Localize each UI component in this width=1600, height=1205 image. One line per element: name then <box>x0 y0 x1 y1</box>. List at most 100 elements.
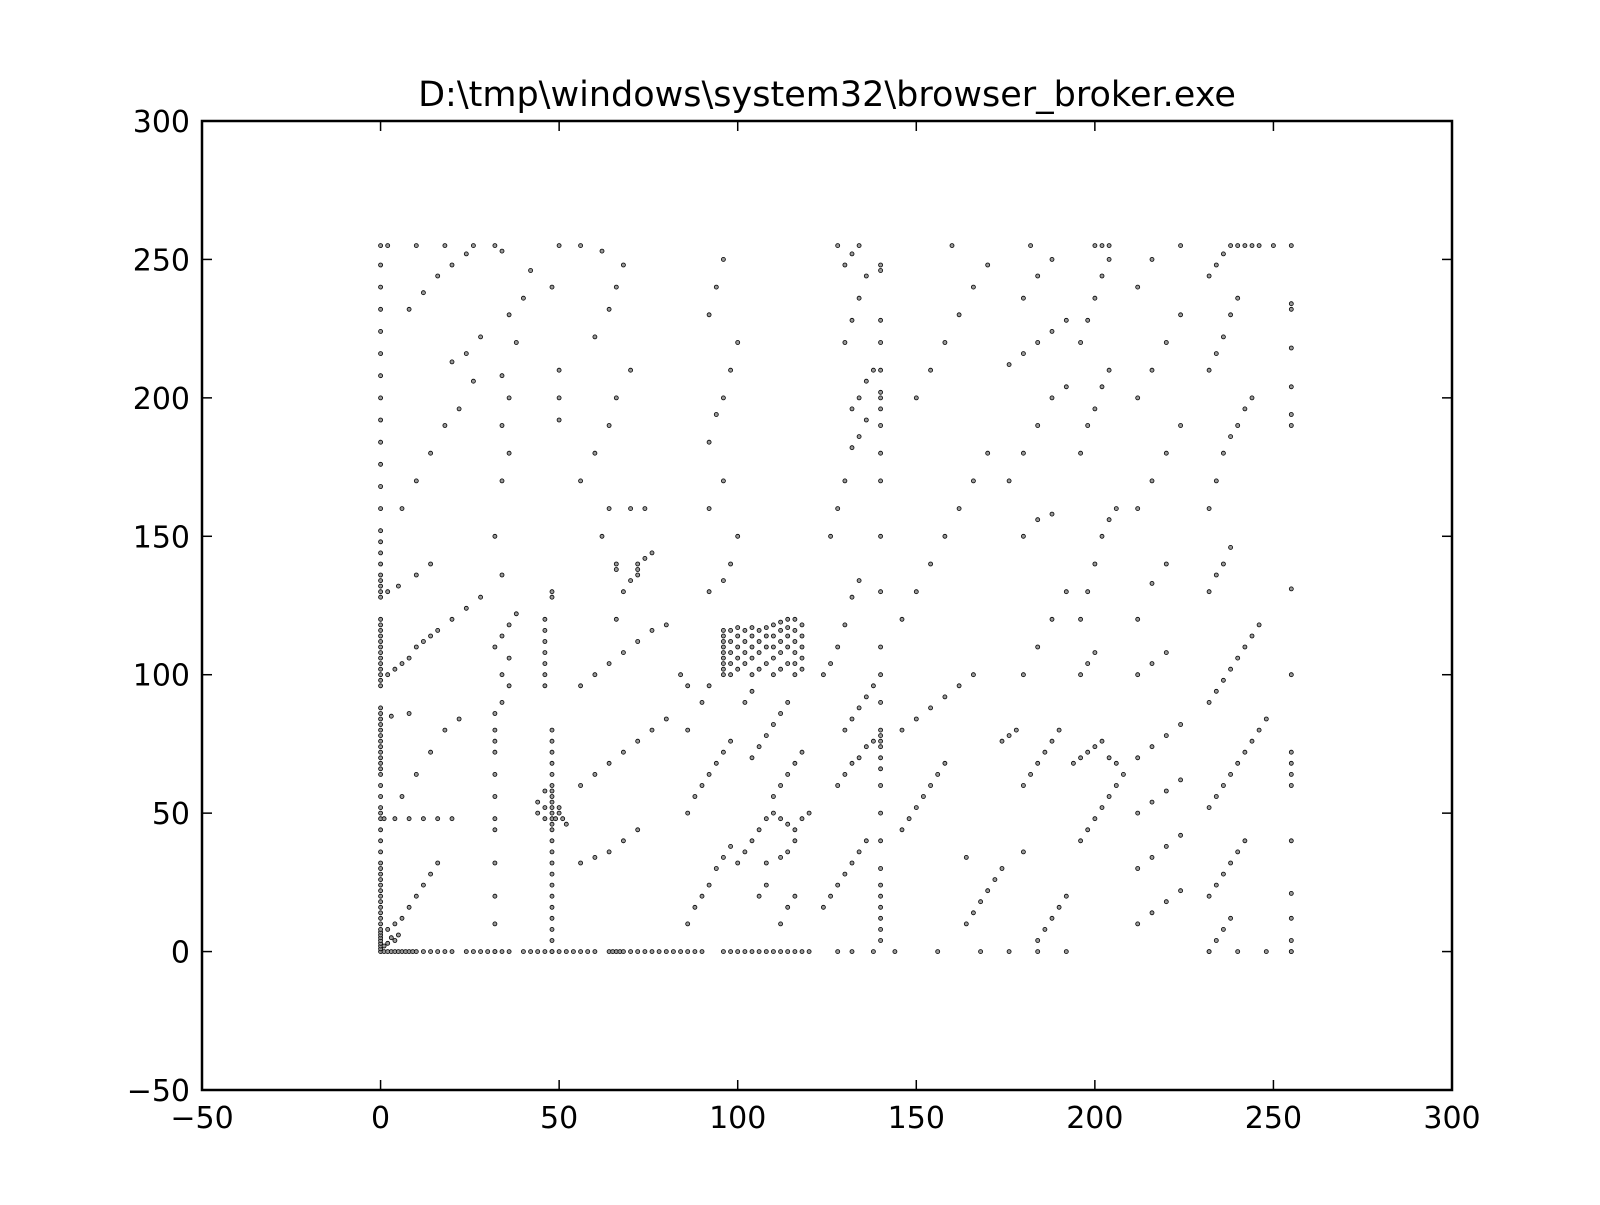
data-point <box>1221 251 1226 257</box>
data-point <box>492 794 498 799</box>
y-tick-label: −50 <box>127 1074 190 1109</box>
data-point <box>1206 367 1212 373</box>
data-point <box>578 783 583 788</box>
data-point <box>1028 243 1033 249</box>
data-point <box>728 367 733 373</box>
data-point <box>1228 243 1233 249</box>
data-point <box>378 666 384 672</box>
data-point <box>613 395 619 401</box>
data-point <box>685 683 691 689</box>
data-point <box>628 578 633 583</box>
data-point <box>449 816 455 822</box>
data-point <box>499 248 505 254</box>
data-point <box>985 450 991 456</box>
data-point <box>1049 511 1055 517</box>
data-point <box>1213 938 1219 943</box>
data-point <box>378 893 384 899</box>
data-point <box>1149 581 1155 586</box>
data-point <box>542 788 548 794</box>
data-point <box>863 417 869 423</box>
data-point <box>899 727 905 733</box>
data-point <box>1206 805 1212 810</box>
data-point <box>1035 949 1041 954</box>
data-point <box>492 644 498 650</box>
data-point <box>1063 893 1069 899</box>
data-point <box>721 949 726 954</box>
data-point <box>963 921 969 927</box>
data-point <box>549 838 555 844</box>
data-point <box>492 860 498 866</box>
data-point <box>1099 805 1105 810</box>
data-point <box>578 860 583 866</box>
data-point <box>799 666 805 672</box>
data-point <box>1163 450 1169 456</box>
data-point <box>1206 949 1212 954</box>
data-point <box>635 639 641 644</box>
data-point <box>385 589 391 595</box>
data-point <box>549 938 555 943</box>
data-point <box>1206 700 1212 705</box>
data-point <box>428 450 434 456</box>
data-point <box>1235 949 1241 954</box>
data-point <box>1042 927 1048 932</box>
data-point <box>978 949 983 954</box>
data-point <box>1049 395 1055 401</box>
data-point <box>699 949 705 954</box>
data-point <box>470 243 476 249</box>
data-point <box>378 306 384 312</box>
data-point <box>878 395 883 401</box>
data-point <box>856 295 862 301</box>
data-point <box>549 799 555 805</box>
data-point <box>378 550 384 556</box>
data-point <box>728 650 733 655</box>
data-point <box>535 799 541 805</box>
data-point <box>1035 273 1041 279</box>
data-point <box>928 783 933 788</box>
data-point <box>742 849 748 855</box>
data-point <box>478 334 484 340</box>
data-point <box>721 256 726 262</box>
data-point <box>492 738 498 744</box>
data-point <box>599 533 605 539</box>
data-point <box>1106 794 1112 799</box>
data-point <box>756 949 762 954</box>
data-point <box>378 672 384 678</box>
data-point <box>999 866 1005 871</box>
data-point <box>542 672 548 678</box>
data-point <box>378 561 384 567</box>
data-point <box>392 921 398 927</box>
data-point <box>1113 760 1119 766</box>
data-point <box>556 805 562 810</box>
data-point <box>878 755 883 761</box>
data-point <box>628 367 633 373</box>
data-point <box>871 949 876 954</box>
data-point <box>785 849 791 855</box>
data-point <box>1288 345 1294 351</box>
data-point <box>378 644 384 650</box>
data-point <box>1235 655 1241 661</box>
data-point <box>549 727 555 733</box>
data-point <box>721 855 726 860</box>
data-point <box>378 733 384 738</box>
data-point <box>549 849 555 855</box>
data-point <box>406 711 412 716</box>
data-point <box>878 478 883 484</box>
data-point <box>728 561 733 567</box>
data-point <box>678 672 683 678</box>
data-point <box>406 306 412 312</box>
y-tick-label: 150 <box>133 520 190 555</box>
data-point <box>856 849 862 855</box>
data-point <box>735 655 741 661</box>
data-point <box>849 949 855 954</box>
data-point <box>842 340 848 345</box>
data-point <box>549 821 555 827</box>
data-point <box>863 273 869 279</box>
data-point <box>663 622 669 628</box>
data-point <box>849 594 855 600</box>
data-point <box>728 661 733 666</box>
data-point <box>778 816 783 822</box>
data-point <box>492 827 498 833</box>
data-point <box>1178 423 1183 428</box>
data-point <box>1135 755 1141 761</box>
